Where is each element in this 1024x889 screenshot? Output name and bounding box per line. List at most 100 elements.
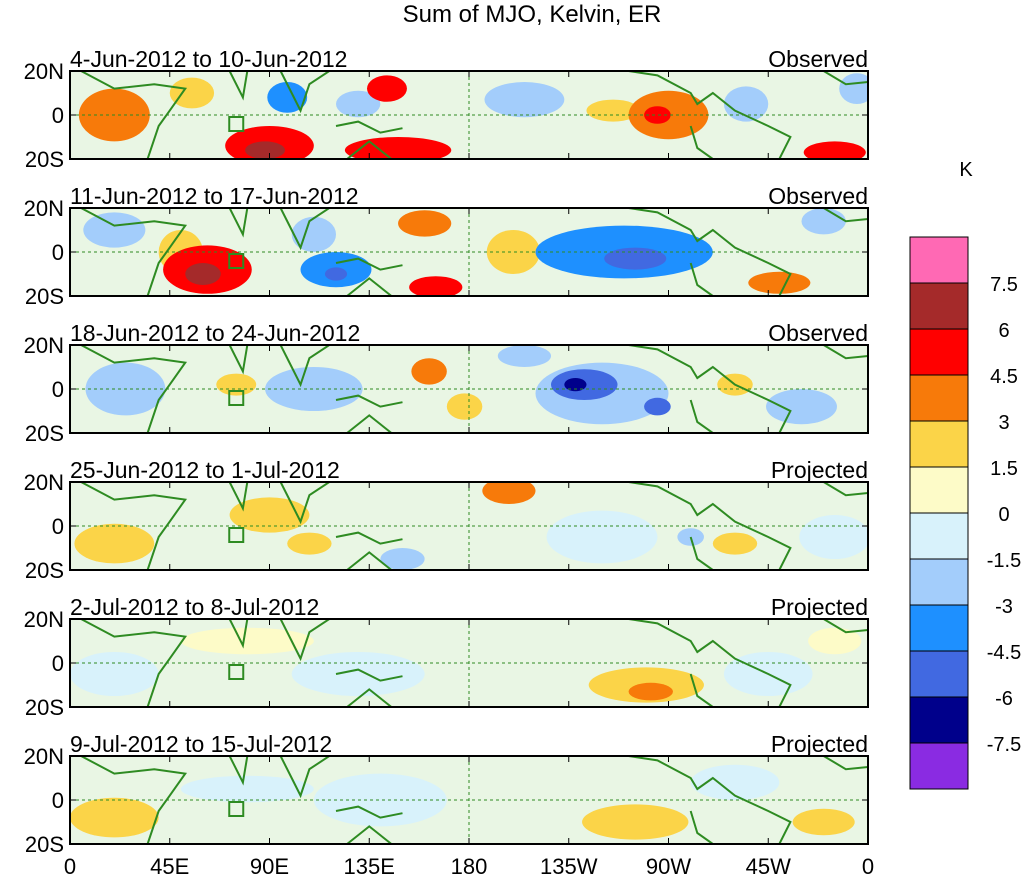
anomaly-cell — [245, 141, 286, 159]
coastlines — [80, 482, 868, 570]
anomaly-cell — [628, 682, 673, 701]
coastline-segment — [228, 208, 249, 238]
coastline-segment — [279, 208, 332, 251]
anomaly-cell — [799, 515, 868, 559]
region-box — [228, 801, 245, 817]
anomaly-cell — [313, 773, 447, 827]
x-tick-label: 90E — [250, 854, 289, 879]
colorbar-label: 3 — [998, 412, 1009, 434]
y-tick-label: 20N — [24, 607, 64, 632]
coastline-segment — [80, 345, 188, 433]
y-tick-label: 0 — [52, 788, 64, 813]
anomaly-cell — [808, 627, 862, 655]
anomaly-cell — [169, 77, 215, 109]
coastlines — [80, 619, 868, 707]
region-box — [228, 527, 245, 543]
panel-1: 20N 0 20S 4-Jun-2012 to 10-Jun-2012 Observed — [24, 46, 869, 172]
coastline-segment — [628, 756, 792, 844]
coastlines — [80, 208, 868, 296]
panels-group: 20N 0 20S 4-Jun-2012 to 10-Jun-2012 Observed… — [24, 46, 869, 857]
anomaly-cell — [83, 212, 146, 248]
coastline-segment — [80, 208, 188, 296]
anomaly-cell — [748, 271, 811, 294]
colorbar-label: 7.5 — [990, 274, 1018, 296]
coastline-segment — [346, 688, 393, 707]
coastline-segment — [628, 345, 792, 433]
coastline-segment — [689, 262, 714, 296]
colorbar-box — [909, 512, 969, 560]
anomaly-cell — [482, 482, 536, 504]
colorbar-box — [909, 650, 969, 698]
coastline-segment — [228, 345, 249, 375]
colorbar-label: 6 — [998, 320, 1009, 342]
anomaly-cell — [380, 548, 425, 570]
coastlines — [80, 756, 868, 844]
anomaly-cell — [564, 378, 587, 392]
coastline-segment — [823, 619, 868, 634]
coastline-segment — [335, 805, 403, 819]
coastline-segment — [823, 345, 868, 360]
coastline-segment — [80, 71, 188, 159]
coastline-segment — [823, 756, 868, 771]
coastline-segment — [823, 71, 868, 86]
colorbar: 7.5 6 4.5 3 1.5 0 -1.5 -3 -4.5 -6 -7.5 — [909, 236, 1021, 790]
colorbar-label: 0 — [998, 504, 1009, 526]
panel-period: 9-Jul-2012 to 15-Jul-2012 — [70, 731, 332, 757]
coastline-segment — [228, 71, 249, 101]
anomaly-cell — [644, 397, 671, 416]
coastline-segment — [823, 208, 868, 223]
coastline-segment — [689, 536, 714, 570]
anomaly-cell — [180, 627, 314, 655]
coastline-segment — [228, 619, 249, 649]
anomaly-cell — [287, 532, 332, 555]
y-tick-label: 0 — [52, 103, 64, 128]
colorbar-box — [909, 236, 969, 284]
panel-4: 20N 0 20S 25-Jun-2012 to 1-Jul-2012 Projecte… — [24, 457, 869, 583]
coastline-segment — [346, 551, 393, 570]
colorbar-box — [909, 742, 969, 790]
coastline-segment — [689, 399, 714, 433]
anomaly-cell — [74, 523, 155, 564]
anomaly-cell — [409, 276, 463, 296]
panel-2: 20N 0 20S 11-Jun-2012 to 17-Jun-2012 Observe… — [24, 183, 869, 309]
colorbar-box — [909, 374, 969, 422]
coastline-segment — [346, 140, 393, 159]
coastline-segment — [346, 825, 393, 844]
colorbar-box — [909, 558, 969, 606]
chart-title: Sum of MJO, Kelvin, ER — [403, 1, 662, 28]
anomaly-cell — [216, 373, 257, 396]
anomaly-cell — [291, 216, 337, 252]
panel-status: Projected — [771, 594, 868, 620]
colorbar-label: -7.5 — [987, 734, 1021, 756]
x-tick-label: 45E — [150, 854, 189, 879]
coastline-segment — [346, 277, 393, 296]
anomaly-cell — [229, 497, 310, 533]
coastline-segment — [279, 345, 332, 388]
colorbar-box — [909, 696, 969, 744]
region-box — [228, 116, 245, 132]
coastline-segment — [335, 531, 403, 545]
coastline-segment — [335, 120, 403, 134]
panel-status: Observed — [768, 320, 868, 346]
coastlines — [80, 71, 868, 159]
coastline-segment — [279, 482, 332, 525]
coastline-segment — [823, 482, 868, 497]
y-tick-label: 20S — [25, 558, 64, 583]
y-tick-label: 0 — [52, 514, 64, 539]
anomaly-cell — [723, 86, 769, 122]
panel-period: 4-Jun-2012 to 10-Jun-2012 — [70, 46, 347, 72]
panel-6: 20N 0 20S 9-Jul-2012 to 15-Jul-2012 Projecte… — [24, 731, 869, 857]
y-tick-label: 20S — [25, 421, 64, 446]
colorbar-box — [909, 420, 969, 468]
coastline-segment — [335, 668, 403, 682]
x-tick-label: 180 — [451, 854, 488, 879]
anomaly-cell — [803, 141, 866, 159]
colorbar-label: -3 — [995, 596, 1013, 618]
y-tick-label: 20S — [25, 832, 64, 857]
y-tick-label: 20S — [25, 284, 64, 309]
panel-period: 11-Jun-2012 to 17-Jun-2012 — [70, 183, 359, 209]
anomaly-cell — [398, 210, 452, 237]
anomaly-cell — [324, 267, 348, 281]
colorbar-box — [909, 282, 969, 330]
coastline-segment — [628, 482, 792, 570]
